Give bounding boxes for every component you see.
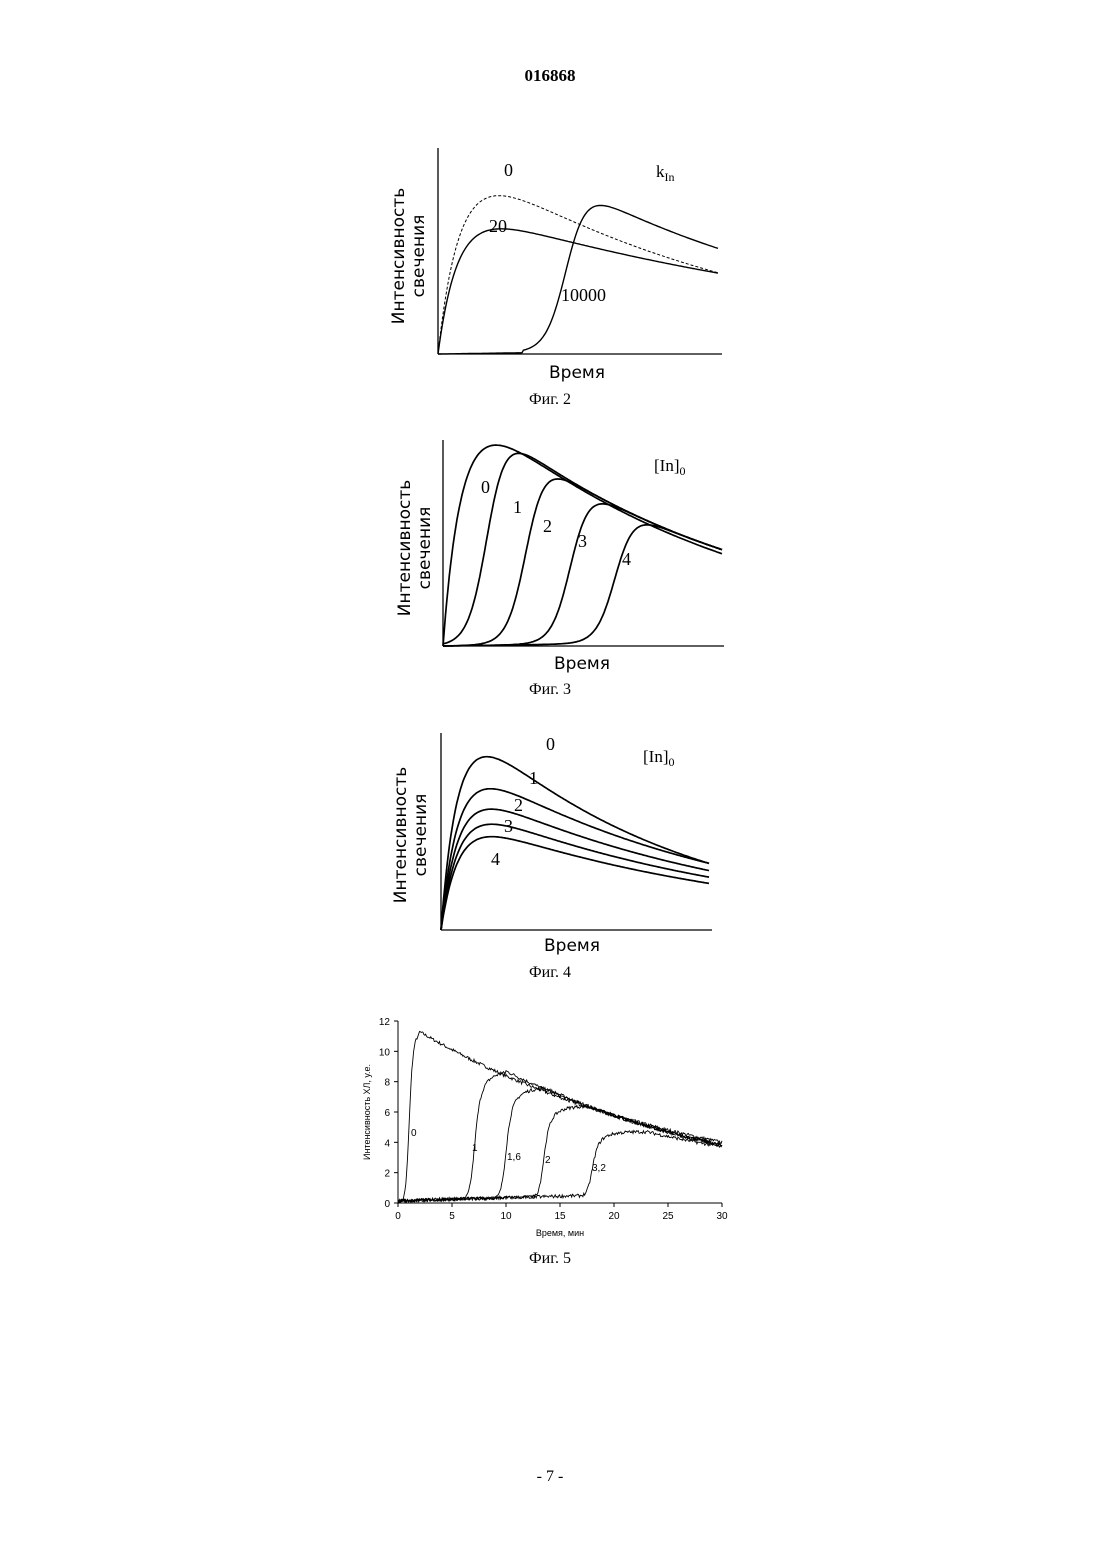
- fig5-series-label-1-6: 1,6: [507, 1152, 521, 1163]
- fig5-series-label-0: 0: [411, 1128, 417, 1139]
- fig3-caption: Фиг. 3: [529, 681, 571, 698]
- fig4-curve-4: [441, 837, 709, 930]
- fig4-series-label-2: 2: [514, 795, 523, 815]
- fig5-curve-0: [398, 1031, 722, 1203]
- fig5-curve-2: [398, 1105, 722, 1202]
- fig5-x-tick-label: 15: [554, 1211, 566, 1222]
- fig2-curves: [438, 196, 718, 354]
- fig3-legend-title: [In]0: [654, 456, 685, 478]
- fig5-series-label-1: 1: [472, 1143, 478, 1154]
- figure-5: 0 5 10 15 20 25 30 0 2 4 6 8 10 12 0 1 1,6 2 3,2 Инте…: [362, 1017, 728, 1267]
- fig2-series-label-20: 20: [489, 216, 507, 236]
- fig2-curve-10000: [438, 205, 718, 354]
- fig2-curve-0: [438, 196, 718, 354]
- fig4-series-label-0: 0: [546, 734, 555, 754]
- fig3-ylabel-line1: Интенсивность: [395, 480, 415, 617]
- fig5-y-tick-label: 2: [384, 1169, 390, 1180]
- fig5-y-tick-label: 10: [379, 1047, 391, 1058]
- fig5-xlabel: Время, мин: [536, 1228, 584, 1238]
- fig4-legend-main: [In]: [643, 747, 668, 766]
- fig4-series-label-4: 4: [491, 849, 500, 869]
- fig5-x-tick-label: 0: [395, 1211, 401, 1222]
- page-footer: - 7 -: [0, 1468, 1100, 1486]
- fig5-curve-3,2: [398, 1131, 722, 1203]
- fig5-series-label-3-2: 3,2: [592, 1163, 606, 1174]
- fig2-series-label-0: 0: [504, 160, 513, 180]
- fig4-curve-0: [441, 757, 709, 930]
- figure-4: 0 1 2 3 4 [In]0 Интенсивность свечения В…: [391, 733, 712, 981]
- fig4-ylabel-line1: Интенсивность: [391, 767, 411, 904]
- fig3-series-label-2: 2: [543, 516, 552, 536]
- fig2-ylabel-line2: свечения: [409, 215, 429, 298]
- fig2-legend-title: kIn: [656, 162, 675, 184]
- fig4-xlabel: Время: [544, 936, 600, 956]
- fig5-y-tick-label: 12: [379, 1017, 391, 1028]
- fig3-series-label-1: 1: [513, 497, 522, 517]
- fig4-series-label-1: 1: [529, 768, 538, 788]
- fig2-legend-sub: In: [665, 170, 675, 184]
- fig2-series-label-10000: 10000: [561, 285, 606, 305]
- fig3-curve-3: [443, 504, 722, 646]
- figure-3: 0 1 2 3 4 [In]0 Интенсивность свечения В…: [395, 440, 724, 698]
- fig5-curve-1,6: [398, 1087, 722, 1202]
- fig4-series-label-3: 3: [504, 816, 513, 836]
- fig3-series-label-3: 3: [578, 531, 587, 551]
- fig4-curves: [441, 757, 709, 930]
- fig5-x-tick-label: 5: [449, 1211, 455, 1222]
- fig5-ylabel: Интенсивность ХЛ, у.е.: [362, 1064, 372, 1160]
- fig5-x-tick-label: 10: [500, 1211, 512, 1222]
- fig5-y-tick-label: 6: [384, 1108, 390, 1119]
- fig5-y-tick-label: 4: [384, 1138, 390, 1149]
- fig3-curve-2: [443, 479, 722, 646]
- fig5-caption: Фиг. 5: [529, 1250, 571, 1267]
- fig5-y-tick-label: 0: [384, 1199, 390, 1210]
- fig2-caption: Фиг. 2: [529, 391, 571, 408]
- fig5-ticks: 051015202530024681012: [379, 1017, 728, 1222]
- fig5-x-tick-label: 20: [608, 1211, 620, 1222]
- fig4-ylabel-line2: свечения: [411, 794, 431, 877]
- fig3-ylabel-line2: свечения: [415, 507, 435, 590]
- fig4-legend-title: [In]0: [643, 747, 674, 769]
- fig2-xlabel: Время: [549, 363, 605, 383]
- fig5-y-tick-label: 8: [384, 1078, 390, 1089]
- fig3-xlabel: Время: [554, 654, 610, 674]
- figure-2: 0 20 10000 kIn Интенсивность свечения Вр…: [389, 148, 722, 408]
- fig5-series-label-2: 2: [545, 1155, 551, 1166]
- fig5-x-tick-label: 30: [716, 1211, 728, 1222]
- fig3-series-label-4: 4: [622, 549, 631, 569]
- fig3-legend-main: [In]: [654, 456, 679, 475]
- fig5-x-tick-label: 25: [662, 1211, 674, 1222]
- fig3-series-label-0: 0: [481, 477, 490, 497]
- fig2-ylabel-line1: Интенсивность: [389, 188, 409, 325]
- fig3-legend-sub: 0: [679, 464, 685, 478]
- fig4-caption: Фиг. 4: [529, 964, 571, 981]
- fig4-legend-sub: 0: [668, 755, 674, 769]
- fig5-curves: [398, 1031, 722, 1203]
